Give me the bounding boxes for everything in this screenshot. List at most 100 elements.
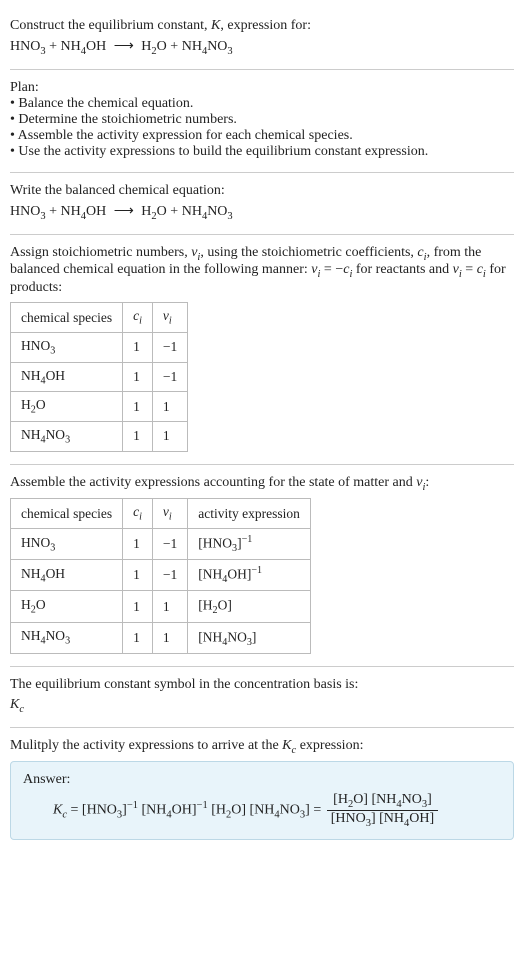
stoich-eq2b: = bbox=[462, 262, 477, 277]
sp-b: O bbox=[36, 597, 46, 612]
sp: NH bbox=[21, 368, 41, 383]
col-ci: ci bbox=[123, 303, 153, 333]
activity-table: chemical species ci νi activity expressi… bbox=[10, 498, 311, 653]
multiply-text: Mulitply the activity expressions to arr… bbox=[10, 738, 514, 756]
cell-v: 1 bbox=[152, 392, 187, 422]
ae-b: OH] bbox=[227, 567, 251, 582]
plan-bullet-3: • Assemble the activity expression for e… bbox=[10, 128, 514, 144]
stoich-table: chemical species ci νi HNO31−1 NH4OH1−1 … bbox=[10, 302, 188, 451]
cell-c: 1 bbox=[123, 591, 153, 622]
cell-c: 1 bbox=[123, 560, 153, 591]
ans-t2b: OH] bbox=[172, 803, 197, 818]
ae-sup: −1 bbox=[251, 565, 262, 576]
balanced-section: Write the balanced chemical equation: HN… bbox=[10, 173, 514, 235]
ans-eq2: = bbox=[310, 803, 325, 818]
ans-eq1: = bbox=[67, 803, 82, 818]
prompt-section: Construct the equilibrium constant, K, e… bbox=[10, 8, 514, 70]
b-product2b: NO bbox=[207, 204, 227, 219]
ae-d: ] bbox=[252, 629, 257, 644]
sp-sub2: 3 bbox=[65, 435, 70, 446]
ae-a: [NH bbox=[198, 629, 222, 644]
activity-t1: Assemble the activity expressions accoun… bbox=[10, 475, 416, 490]
cell-c: 1 bbox=[123, 332, 153, 362]
col-species: chemical species bbox=[11, 499, 123, 529]
num-c: NO bbox=[402, 792, 422, 807]
cell-species: HNO3 bbox=[11, 529, 123, 560]
table-row: HNO31−1 bbox=[11, 332, 188, 362]
ans-t4: [NH bbox=[250, 803, 275, 818]
product2-sub2: 3 bbox=[227, 46, 232, 57]
kc-K: K bbox=[10, 697, 19, 712]
cell-c: 1 bbox=[123, 392, 153, 422]
prompt-K: K bbox=[211, 18, 220, 33]
ans-K: K bbox=[53, 803, 62, 818]
col-vi: νi bbox=[152, 303, 187, 333]
col-ci: ci bbox=[123, 499, 153, 529]
sp-b: OH bbox=[46, 566, 66, 581]
b-plus1: + bbox=[46, 204, 61, 219]
stoich-section: Assign stoichiometric numbers, νi, using… bbox=[10, 235, 514, 465]
product1b: O bbox=[157, 39, 167, 54]
b-arrow: ⟶ bbox=[110, 204, 138, 219]
sp: NH bbox=[21, 427, 41, 442]
ae-a: [NH bbox=[198, 567, 222, 582]
cell-v: −1 bbox=[152, 332, 187, 362]
b-reactant2b: OH bbox=[86, 204, 106, 219]
ae-a: [H bbox=[198, 598, 212, 613]
table-row: NH4NO311 bbox=[11, 421, 188, 451]
sp: HNO bbox=[21, 535, 50, 550]
den-a: [HNO bbox=[331, 811, 366, 826]
sp-sub: 3 bbox=[50, 543, 55, 554]
table-row: NH4OH1−1[NH4OH]−1 bbox=[11, 560, 311, 591]
cell-activity: [H2O] bbox=[188, 591, 311, 622]
col-ci-sub: i bbox=[139, 316, 142, 327]
cell-species: H2O bbox=[11, 591, 123, 622]
kc-symbol: Kc bbox=[10, 697, 514, 715]
b-product1b: O bbox=[157, 204, 167, 219]
cell-v: −1 bbox=[152, 362, 187, 392]
cell-species: HNO3 bbox=[11, 332, 123, 362]
kc-symbol-text: The equilibrium constant symbol in the c… bbox=[10, 677, 514, 693]
mult-t2: expression: bbox=[296, 738, 363, 753]
cell-activity: [NH4OH]−1 bbox=[188, 560, 311, 591]
cell-species: NH4NO3 bbox=[11, 421, 123, 451]
answer-fraction: [H2O] [NH4NO3][HNO3] [NH4OH] bbox=[327, 792, 438, 829]
table-row: NH4OH1−1 bbox=[11, 362, 188, 392]
sp: H bbox=[21, 397, 31, 412]
sp-b: OH bbox=[46, 368, 66, 383]
b-product2-sub2: 3 bbox=[227, 211, 232, 222]
sp: NH bbox=[21, 628, 41, 643]
stoich-eq1b: = − bbox=[320, 262, 343, 277]
col-vi-sub: i bbox=[169, 316, 172, 327]
balanced-equation: HNO3 + NH4OH ⟶ H2O + NH4NO3 bbox=[10, 203, 514, 222]
stoich-t4: for reactants and bbox=[352, 262, 452, 277]
col-activity: activity expression bbox=[188, 499, 311, 529]
sp: HNO bbox=[21, 338, 50, 353]
sp-sub: 3 bbox=[50, 346, 55, 357]
cell-c: 1 bbox=[123, 529, 153, 560]
cell-v: −1 bbox=[152, 529, 187, 560]
reactant2a: NH bbox=[61, 39, 81, 54]
kc-symbol-section: The equilibrium constant symbol in the c… bbox=[10, 667, 514, 728]
sp: NH bbox=[21, 566, 41, 581]
table-row: HNO31−1[HNO3]−1 bbox=[11, 529, 311, 560]
stoich-t2: , using the stoichiometric coefficients, bbox=[200, 245, 417, 260]
reaction-arrow: ⟶ bbox=[110, 39, 138, 54]
col-species: chemical species bbox=[11, 303, 123, 333]
answer-expression: Kc = [HNO3]−1 [NH4OH]−1 [H2O] [NH4NO3] =… bbox=[23, 792, 501, 829]
mult-K: K bbox=[282, 738, 291, 753]
den-c: OH] bbox=[409, 811, 434, 826]
fraction-numerator: [H2O] [NH4NO3] bbox=[327, 792, 438, 811]
b-product2a: NH bbox=[182, 204, 202, 219]
col-ci-sub: i bbox=[139, 512, 142, 523]
den-b: ] [NH bbox=[371, 811, 404, 826]
activity-section: Assemble the activity expressions accoun… bbox=[10, 465, 514, 667]
sp-b: NO bbox=[46, 427, 66, 442]
reaction-equation: HNO3 + NH4OH ⟶ H2O + NH4NO3 bbox=[10, 38, 514, 57]
plan-bullet-1: • Balance the chemical equation. bbox=[10, 96, 514, 112]
plus1: + bbox=[46, 39, 61, 54]
b-reactant1: HNO bbox=[10, 204, 40, 219]
ae-sup: −1 bbox=[242, 534, 253, 545]
reactant1: HNO bbox=[10, 39, 40, 54]
cell-v: 1 bbox=[152, 622, 187, 653]
